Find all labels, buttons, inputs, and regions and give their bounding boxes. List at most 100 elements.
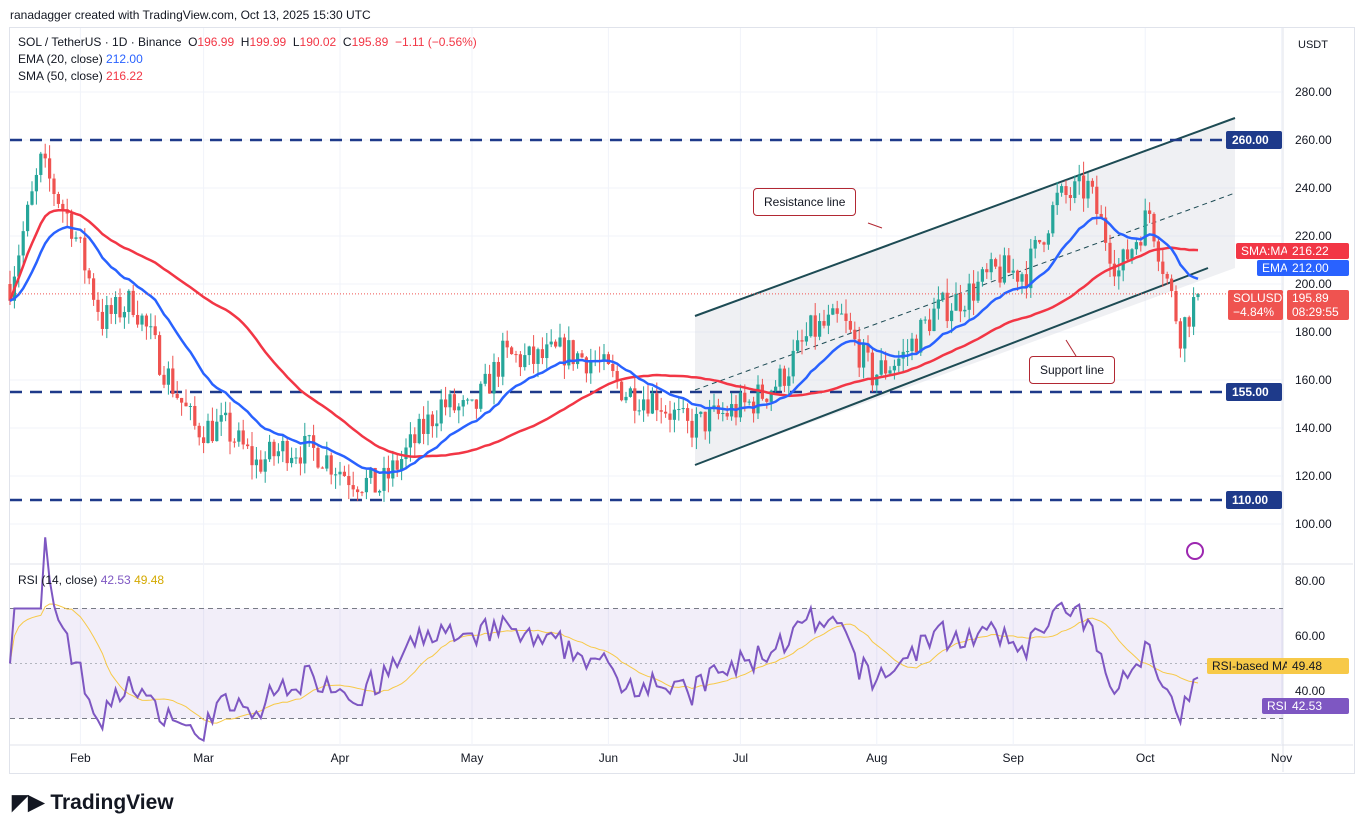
candle-body (699, 411, 703, 414)
candle-body (1082, 175, 1086, 199)
rsi-label: RSI (14, close) (18, 573, 98, 587)
candle-body (210, 420, 214, 442)
candle-body (1086, 180, 1090, 199)
candle-body (1183, 317, 1187, 349)
candle-body (193, 405, 197, 426)
candle-body (307, 435, 311, 437)
rsi-ma-value: 49.48 (134, 573, 165, 587)
candle-body (114, 297, 118, 314)
candle-body (545, 344, 549, 359)
rsi-line (9, 537, 1199, 743)
candle-body (558, 337, 562, 347)
candle-body (637, 410, 641, 412)
candle-body (778, 368, 782, 387)
candle-body (474, 399, 478, 409)
candle-body (109, 305, 113, 314)
candle-body (342, 471, 346, 477)
candle-body (1055, 192, 1059, 206)
candle-body (1121, 249, 1125, 271)
candle-body (646, 399, 650, 414)
candle-body (835, 308, 839, 314)
candle-body (268, 441, 272, 460)
candle-body (61, 203, 65, 210)
candle-body (1178, 321, 1182, 349)
candle-body (998, 266, 1002, 283)
candle-body (536, 349, 540, 364)
candle-body (906, 351, 910, 353)
sma-legend[interactable]: SMA (50, close) 216.22 (18, 69, 143, 83)
credit-text: ranadagger created with TradingView.com,… (10, 8, 371, 22)
candle-body (1165, 273, 1169, 279)
candle-body (457, 406, 461, 411)
candle-body (206, 420, 210, 444)
price-tick-label: 100.00 (1295, 517, 1332, 531)
candle-body (690, 420, 694, 438)
candle-body (259, 459, 263, 472)
candle-body (369, 467, 373, 478)
candle-body (628, 388, 632, 397)
support-annotation[interactable]: Support line (1029, 356, 1116, 384)
candle-body (105, 305, 109, 329)
rsi-tick-label: 80.00 (1295, 574, 1325, 588)
symbol-name[interactable]: SOL / TetherUS · 1D · Binance (18, 35, 182, 49)
rsi-tick-label: 60.00 (1295, 629, 1325, 643)
candle-body (382, 467, 386, 491)
time-tick-label: Jul (733, 751, 748, 765)
price-tag-symbol: SOLUSDT (1233, 291, 1290, 305)
candle-body (1112, 263, 1116, 277)
candle-body (1090, 180, 1094, 187)
rsi-legend[interactable]: RSI (14, close) 42.53 49.48 (18, 573, 164, 587)
candle-body (818, 321, 822, 337)
price-tag-value: 195.89 (1292, 291, 1329, 305)
sma-line (8, 208, 1199, 459)
candle-body (48, 158, 52, 179)
resistance-line (694, 117, 1236, 317)
candle-body (655, 393, 659, 411)
rsi-ma-line (9, 603, 1199, 724)
candle-body (822, 321, 826, 326)
candle-body (914, 338, 918, 353)
tv-logo-icon: ◤▶ (12, 791, 45, 814)
candle-body (1011, 270, 1015, 273)
candle-body (272, 441, 276, 457)
candle-body (782, 368, 786, 386)
candle-body (809, 315, 813, 337)
candle-body (862, 343, 866, 368)
tradingview-logo[interactable]: ◤▶ TradingView (12, 790, 174, 815)
ema-legend[interactable]: EMA (20, close) 212.00 (18, 52, 143, 66)
candle-body (461, 400, 465, 407)
candle-body (188, 405, 192, 407)
candle-body (351, 485, 355, 490)
candle-body (276, 451, 280, 457)
candle-body (1051, 205, 1055, 234)
candle-body (1104, 217, 1108, 243)
resistance-annotation[interactable]: Resistance line (753, 188, 857, 216)
candle-body (958, 293, 962, 312)
candle-body (549, 341, 553, 345)
candle-body (659, 410, 663, 412)
candle-body (92, 278, 96, 300)
candle-body (254, 459, 258, 466)
candle-body (562, 337, 566, 366)
candle-body (875, 374, 879, 386)
ema-tag-value: 212.00 (1287, 260, 1349, 276)
candle-body (1064, 186, 1068, 196)
price-tick-label: 260.00 (1295, 133, 1332, 147)
candle-body (144, 315, 148, 327)
price-tag-label: SOLUSDT −4.84% (1228, 290, 1290, 320)
candle-body (1007, 255, 1011, 273)
candle-body (215, 421, 219, 442)
candle-body (1033, 239, 1037, 249)
candle-body (290, 457, 294, 464)
candle-body (620, 381, 624, 401)
candle-body (100, 311, 104, 329)
chart-frame[interactable] (9, 27, 1355, 774)
candle-body (1099, 213, 1103, 218)
candle-body (1170, 278, 1174, 291)
candle-body (56, 194, 60, 204)
candle-body (950, 310, 954, 322)
level-tag (1226, 383, 1282, 401)
candle-body (1060, 186, 1064, 193)
candle-body (501, 340, 505, 377)
